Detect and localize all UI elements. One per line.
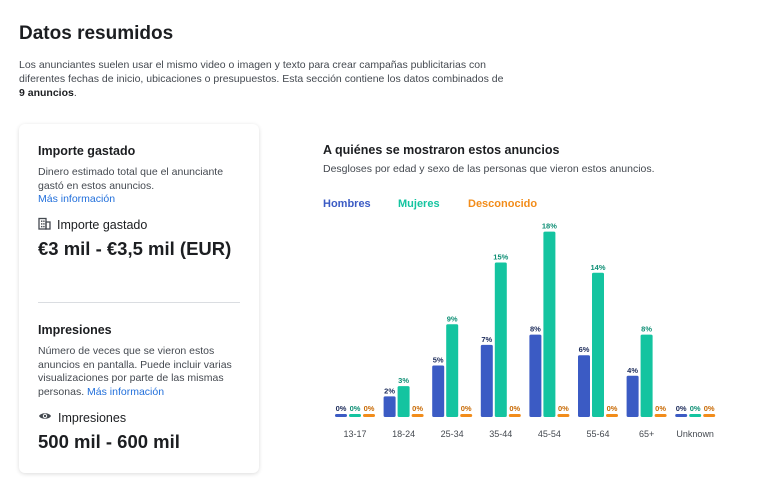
bar-hombres-unknown[interactable] <box>675 414 688 417</box>
data-label-mujeres-18-24: 3% <box>398 376 409 385</box>
card-divider <box>38 302 240 303</box>
bar-mujeres-25-34[interactable] <box>446 324 459 417</box>
x-tick-45-54: 45-54 <box>538 429 561 439</box>
audience-subtitle: Desgloses por edad y sexo de las persona… <box>323 163 655 175</box>
spend-description: Dinero estimado total que el anunciante … <box>38 166 243 207</box>
bar-mujeres-55-64[interactable] <box>592 272 604 417</box>
bar-mujeres-13-17[interactable] <box>349 414 361 417</box>
data-label-hombres-18-24: 2% <box>384 386 395 395</box>
data-label-desconocido-18-24: 0% <box>412 404 423 413</box>
legend-item-mujeres[interactable]: Mujeres <box>398 198 440 210</box>
legend-item-desconocido[interactable]: Desconocido <box>468 198 538 210</box>
x-tick-35-44: 35-44 <box>489 429 512 439</box>
eye-icon <box>38 410 52 425</box>
data-label-desconocido-13-17: 0% <box>364 404 375 413</box>
bar-hombres-18-24[interactable] <box>383 396 396 417</box>
audience-title: A quiénes se mostraron estos anuncios <box>323 143 560 157</box>
data-label-hombres-unknown: 0% <box>676 404 687 413</box>
bar-desconocido-unknown[interactable] <box>703 414 716 417</box>
data-label-hombres-13-17: 0% <box>336 404 347 413</box>
page-description: Los anunciantes suelen usar el mismo vid… <box>19 58 509 100</box>
bar-desconocido-13-17[interactable] <box>363 414 375 417</box>
bar-desconocido-25-34[interactable] <box>460 414 473 417</box>
description-text: Los anunciantes suelen usar el mismo vid… <box>19 59 504 85</box>
bar-desconocido-18-24[interactable] <box>411 414 424 417</box>
data-label-hombres-45-54: 8% <box>530 325 541 334</box>
spend-label-row: Importe gastado <box>38 217 147 233</box>
bar-desconocido-45-54[interactable] <box>557 414 570 417</box>
bar-hombres-65[interactable] <box>626 375 639 417</box>
x-tick-65: 65+ <box>639 429 654 439</box>
impressions-more-info-link[interactable]: Más información <box>87 385 165 398</box>
bar-desconocido-65[interactable] <box>654 414 667 417</box>
impressions-label-row: Impresiones <box>38 410 126 425</box>
bar-mujeres-45-54[interactable] <box>543 231 556 417</box>
x-tick-18-24: 18-24 <box>392 429 415 439</box>
bar-hombres-13-17[interactable] <box>335 414 347 417</box>
x-tick-25-34: 25-34 <box>441 429 464 439</box>
data-label-desconocido-unknown: 0% <box>704 404 715 413</box>
summary-card: Importe gastado Dinero estimado total qu… <box>19 124 259 473</box>
impressions-heading: Impresiones <box>38 323 112 337</box>
spend-more-info-link[interactable]: Más información <box>38 193 116 205</box>
data-label-mujeres-45-54: 18% <box>542 222 557 231</box>
data-label-hombres-35-44: 7% <box>481 335 492 344</box>
page-title: Datos resumidos <box>19 23 174 44</box>
bar-hombres-45-54[interactable] <box>529 334 542 417</box>
data-label-desconocido-65: 0% <box>655 404 666 413</box>
data-label-desconocido-35-44: 0% <box>509 404 520 413</box>
data-label-hombres-55-64: 6% <box>579 345 590 354</box>
age-gender-bar-chart: 0% 0% 0%13-172%3%0%18-245%9%0%25-347%15%0%… <box>335 222 716 439</box>
bar-hombres-25-34[interactable] <box>432 365 445 418</box>
bar-hombres-55-64[interactable] <box>578 355 590 417</box>
legend-item-hombres[interactable]: Hombres <box>323 198 371 210</box>
data-label-mujeres-unknown: 0% <box>690 404 701 413</box>
spend-label: Importe gastado <box>57 218 148 232</box>
bar-mujeres-unknown[interactable] <box>689 414 702 417</box>
description-end: . <box>73 87 77 99</box>
data-label-mujeres-35-44: 15% <box>493 253 508 262</box>
data-label-desconocido-25-34: 0% <box>461 404 472 413</box>
bar-desconocido-55-64[interactable] <box>606 414 618 417</box>
impressions-label: Impresiones <box>58 410 127 425</box>
bar-desconocido-35-44[interactable] <box>508 414 521 417</box>
data-label-mujeres-13-17: 0% <box>350 404 361 413</box>
data-label-hombres-25-34: 5% <box>433 356 444 365</box>
impressions-value: 500 mil - 600 mil <box>38 431 180 452</box>
bar-mujeres-65[interactable] <box>640 334 653 417</box>
ads-count: 9 anuncios <box>19 87 74 99</box>
spend-value: €3 mil - €3,5 mil (EUR) <box>38 238 232 259</box>
x-tick-13-17: 13-17 <box>343 429 366 439</box>
x-tick-unknown: Unknown <box>676 429 714 439</box>
data-label-mujeres-65: 8% <box>641 325 652 334</box>
building-icon <box>38 217 51 233</box>
spend-heading: Importe gastado <box>38 144 136 158</box>
data-label-mujeres-55-64: 14% <box>590 263 605 272</box>
bar-mujeres-18-24[interactable] <box>397 386 410 417</box>
bar-hombres-35-44[interactable] <box>480 344 493 417</box>
data-label-desconocido-55-64: 0% <box>607 404 618 413</box>
data-label-hombres-65: 4% <box>627 366 638 375</box>
impressions-description: Número de veces que se vieron estos anun… <box>38 345 243 399</box>
impressions-description-text: Número de veces que se vieron estos anun… <box>38 345 232 398</box>
x-tick-55-64: 55-64 <box>586 429 609 439</box>
spend-description-text: Dinero estimado total que el anunciante … <box>38 166 224 192</box>
data-label-desconocido-45-54: 0% <box>558 404 569 413</box>
bar-mujeres-35-44[interactable] <box>494 262 507 418</box>
data-label-mujeres-25-34: 9% <box>447 314 458 323</box>
